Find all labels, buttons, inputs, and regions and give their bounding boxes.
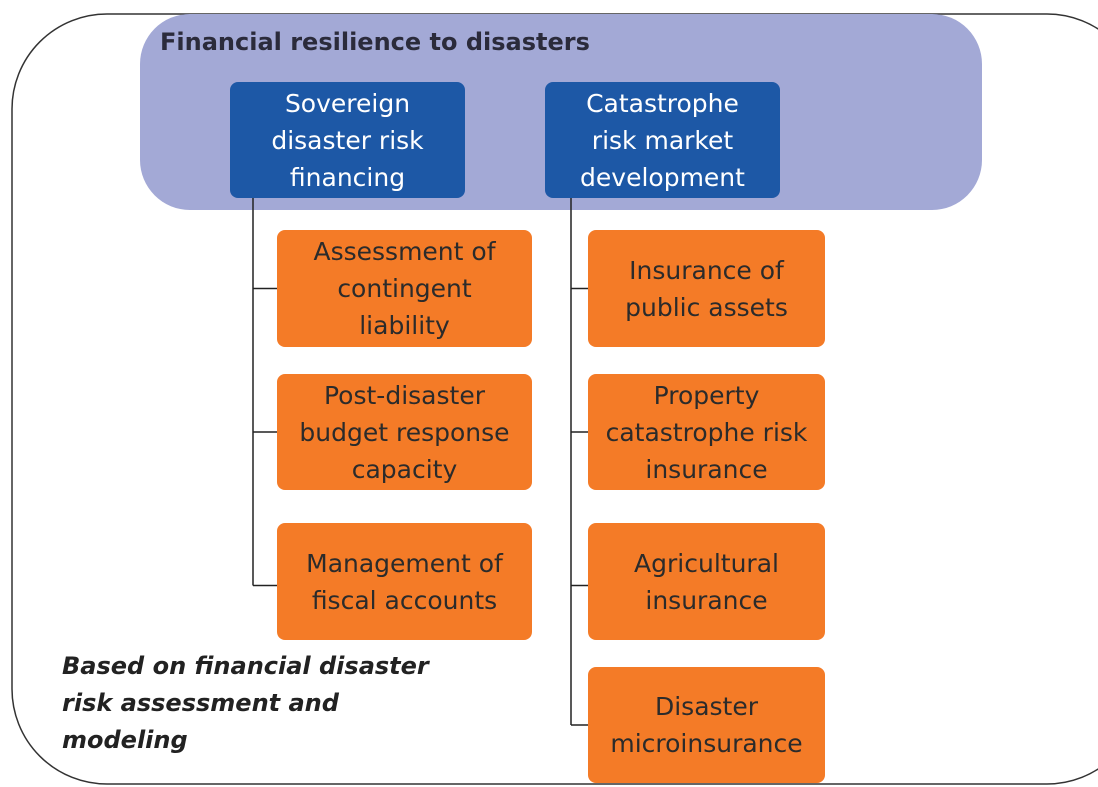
box-text: Property xyxy=(653,380,760,410)
box-text: budget response xyxy=(299,417,510,447)
connectors xyxy=(252,198,588,726)
box-text: Catastrophe xyxy=(586,88,739,118)
child-box: Management of fiscal accounts xyxy=(277,523,532,640)
box-text: disaster risk xyxy=(271,125,424,155)
box-text: contingent xyxy=(337,274,472,303)
branch-box: Sovereign disaster risk financing xyxy=(230,82,465,198)
footnote-line: Based on financial disaster xyxy=(62,652,429,680)
box-text: liability xyxy=(359,311,450,340)
box-text: microinsurance xyxy=(610,729,803,758)
box-text: Agricultural xyxy=(634,548,779,578)
box-text: risk market xyxy=(591,125,734,155)
footnote-line: modeling xyxy=(62,726,188,754)
box-text: Disaster xyxy=(654,692,759,721)
footnote-line: risk assessment and xyxy=(62,689,339,717)
box-text: development xyxy=(580,162,745,192)
box-text: capacity xyxy=(351,454,458,484)
box-text: Assessment of xyxy=(313,237,496,266)
box-text: public assets xyxy=(625,292,788,322)
child-box: Insurance of public assets xyxy=(588,230,825,347)
box-text: catastrophe risk xyxy=(605,417,808,447)
footnote: Based on financial disaster risk assessme… xyxy=(62,648,429,759)
child-box: Agricultural insurance xyxy=(588,523,825,640)
box-text: Management of xyxy=(306,548,503,578)
box-text: Sovereign xyxy=(284,88,411,118)
box-text: financing xyxy=(289,162,406,192)
child-box: Disaster microinsurance xyxy=(588,667,825,783)
title: Financial resilience to disasters xyxy=(160,28,590,56)
branch-box: Catastrophe risk market development xyxy=(545,82,780,198)
box-text: Insurance of xyxy=(629,255,784,285)
child-box: Post-disaster budget response capacity xyxy=(277,374,532,490)
child-box: Assessment of contingent liability xyxy=(277,230,532,347)
box-text: insurance xyxy=(645,585,768,615)
box-text: insurance xyxy=(645,454,768,484)
box-text: Post-disaster xyxy=(324,380,485,410)
child-box: Property catastrophe risk insurance xyxy=(588,374,825,490)
box-text: fiscal accounts xyxy=(311,585,498,615)
